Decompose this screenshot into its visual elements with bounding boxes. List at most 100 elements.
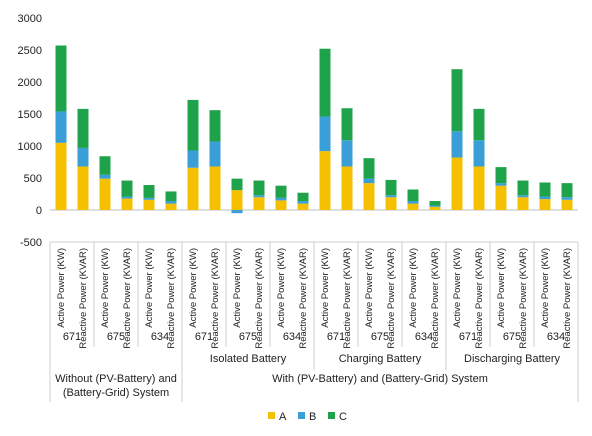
legend-swatch-B: [298, 412, 305, 419]
y-tick-label: -500: [20, 237, 42, 249]
bar-C-15: [385, 179, 397, 196]
bar-B-21: [517, 195, 529, 198]
bar-C-2: [99, 156, 111, 175]
y-tick-label: 2500: [18, 45, 42, 57]
legend-swatch-C: [328, 412, 335, 419]
bar-C-7: [209, 110, 221, 142]
category-label-12: Active Power (KW): [320, 248, 331, 328]
bus-label: 675: [239, 331, 257, 343]
bus-label: 675: [371, 331, 389, 343]
bar-C-23: [561, 183, 573, 198]
bar-B-17: [429, 205, 441, 207]
y-tick-label: 500: [24, 173, 42, 185]
bar-B-14: [363, 178, 375, 184]
bar-C-8: [231, 178, 243, 191]
bus-label: 671: [63, 331, 81, 343]
bar-B-13: [341, 140, 353, 167]
category-label-19: Reactive Power (KVAR): [474, 248, 485, 349]
bar-C-10: [275, 185, 287, 198]
bar-A-15: [385, 197, 397, 210]
bar-A-8: [231, 190, 243, 210]
system-label-with: With (PV-Battery) and (Battery-Grid) Sys…: [272, 373, 488, 385]
bar-B-20: [495, 183, 507, 186]
y-tick-label: 3000: [18, 13, 42, 25]
bus-label: 675: [107, 331, 125, 343]
bar-B-0: [55, 111, 67, 143]
category-label-4: Active Power (KW): [144, 248, 155, 328]
bar-B-16: [407, 201, 419, 204]
category-label-8: Active Power (KW): [232, 248, 243, 328]
legend-label-C: C: [339, 411, 347, 423]
bar-A-19: [473, 166, 485, 210]
bar-A-14: [363, 183, 375, 210]
y-tick-label: 2000: [18, 77, 42, 89]
bar-A-20: [495, 185, 507, 210]
bar-A-23: [561, 199, 573, 210]
bar-B-15: [385, 195, 397, 198]
bar-A-2: [99, 178, 111, 210]
scenario-label: Discharging Battery: [464, 353, 560, 365]
bar-C-3: [121, 180, 133, 197]
category-label-7: Reactive Power (KVAR): [210, 248, 221, 349]
bar-C-18: [451, 69, 463, 132]
y-tick-label: 1500: [18, 109, 42, 121]
bar-A-22: [539, 199, 551, 210]
category-label-21: Reactive Power (KVAR): [518, 248, 529, 349]
bar-C-19: [473, 108, 485, 141]
bar-B-9: [253, 195, 265, 198]
bus-label: 634: [283, 331, 301, 343]
bar-C-22: [539, 182, 551, 197]
category-label-9: Reactive Power (KVAR): [254, 248, 265, 349]
bar-A-1: [77, 166, 89, 210]
scenario-label: Charging Battery: [339, 353, 422, 365]
bar-A-13: [341, 166, 353, 210]
bar-A-9: [253, 197, 265, 210]
bar-C-1: [77, 108, 89, 148]
bar-B-23: [561, 197, 573, 200]
bar-C-21: [517, 180, 529, 196]
bar-C-16: [407, 189, 419, 202]
bus-label: 671: [459, 331, 477, 343]
category-label-18: Active Power (KW): [452, 248, 463, 328]
category-label-11: Reactive Power (KVAR): [298, 248, 309, 349]
system-label-without: Without (PV-Battery) and (Battery-Grid) S…: [55, 373, 177, 399]
bar-A-21: [517, 197, 529, 210]
bar-C-0: [55, 45, 67, 112]
bar-B-1: [77, 147, 89, 167]
bar-C-9: [253, 180, 265, 196]
category-label-22: Active Power (KW): [540, 248, 551, 328]
bus-label: 671: [195, 331, 213, 343]
bar-B-8: [231, 210, 243, 214]
bar-B-22: [539, 196, 551, 200]
bar-B-12: [319, 116, 331, 152]
bar-B-3: [121, 196, 133, 199]
bar-C-14: [363, 158, 375, 179]
category-label-23: Reactive Power (KVAR): [562, 248, 573, 349]
bar-B-11: [297, 201, 309, 204]
category-label-0: Active Power (KW): [56, 248, 67, 328]
bar-A-18: [451, 157, 463, 210]
category-label-13: Reactive Power (KVAR): [342, 248, 353, 349]
category-label-15: Reactive Power (KVAR): [386, 248, 397, 349]
bar-A-7: [209, 166, 221, 210]
bar-C-6: [187, 99, 199, 151]
bus-label: 634: [547, 331, 565, 343]
bar-C-12: [319, 48, 331, 117]
category-label-17: Reactive Power (KVAR): [430, 248, 441, 349]
bus-label: 634: [415, 331, 433, 343]
bar-A-12: [319, 151, 331, 210]
bus-label: 675: [503, 331, 521, 343]
bar-A-16: [407, 203, 419, 210]
bar-A-0: [55, 142, 67, 210]
bar-C-13: [341, 108, 353, 141]
bar-B-10: [275, 197, 287, 201]
bar-A-5: [165, 203, 177, 210]
legend-swatch-A: [268, 412, 275, 419]
bar-C-4: [143, 185, 155, 198]
bar-B-6: [187, 150, 199, 168]
bar-B-19: [473, 140, 485, 167]
bar-A-4: [143, 199, 155, 210]
category-label-2: Active Power (KW): [100, 248, 111, 328]
bar-B-4: [143, 197, 155, 200]
